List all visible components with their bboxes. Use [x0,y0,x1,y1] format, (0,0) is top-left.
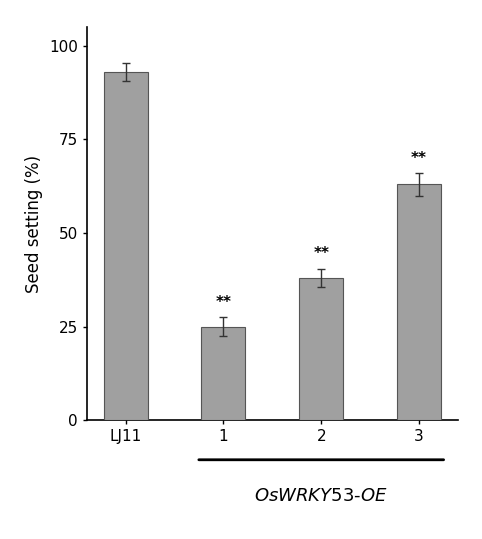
Text: $\mathit{OsWRKY53}$-$\mathit{OE}$: $\mathit{OsWRKY53}$-$\mathit{OE}$ [254,487,388,505]
Bar [299,278,343,420]
Bar [201,327,245,420]
Text: **: ** [215,295,231,310]
Bar [104,72,147,420]
Bar [397,184,441,420]
Y-axis label: Seed setting (%): Seed setting (%) [25,155,43,293]
Text: **: ** [411,150,427,165]
Text: **: ** [313,246,329,261]
